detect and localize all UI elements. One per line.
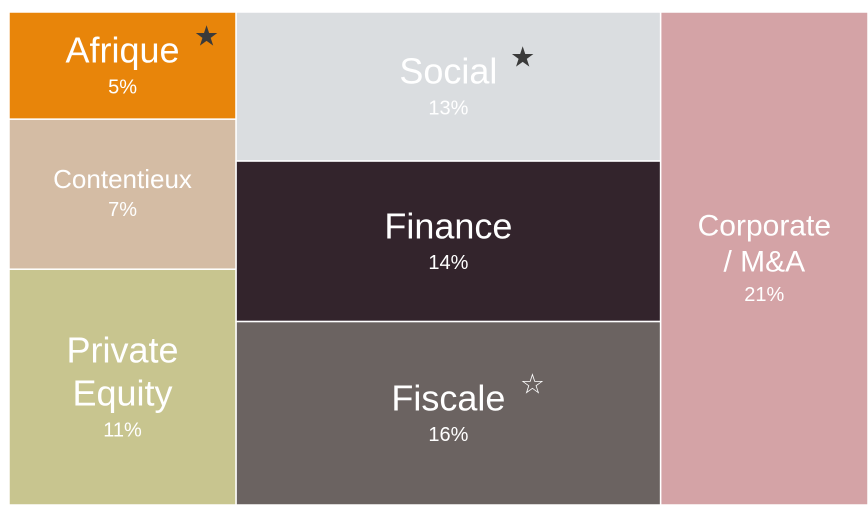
star-icon: ★ bbox=[510, 42, 535, 73]
tile-label-line: Contentieux bbox=[53, 164, 192, 194]
tile bbox=[8, 268, 237, 505]
tile-label: Contentieux bbox=[53, 164, 192, 194]
tile bbox=[8, 11, 237, 120]
tile-label: Social bbox=[399, 50, 497, 91]
tile bbox=[235, 320, 662, 505]
star-icon: ☆ bbox=[520, 368, 545, 399]
tile-label-line: Social bbox=[399, 50, 497, 91]
tile-value: 5% bbox=[108, 76, 137, 98]
tile bbox=[659, 11, 868, 505]
tile-value: 13% bbox=[428, 97, 468, 119]
tile-label: Fiscale bbox=[391, 377, 505, 418]
tile-label-line: Corporate bbox=[698, 209, 831, 242]
tile-value: 16% bbox=[428, 424, 468, 446]
tile-label-line: Fiscale bbox=[391, 377, 505, 418]
tile-label: Afrique bbox=[66, 29, 180, 70]
tile-label-line: / M&A bbox=[723, 245, 805, 278]
star-icon: ★ bbox=[194, 21, 219, 52]
tile-label: Finance bbox=[384, 205, 512, 246]
tile-label-line: Finance bbox=[384, 205, 512, 246]
tile-label-line: Afrique bbox=[66, 29, 180, 70]
tile bbox=[235, 160, 662, 323]
tile-label-line: Equity bbox=[73, 372, 173, 413]
tile-value: 14% bbox=[428, 252, 468, 274]
tile bbox=[235, 11, 662, 162]
tile-label: Private Equity bbox=[67, 329, 179, 413]
tile-label: Corporate / M&A bbox=[698, 209, 831, 278]
tile-value: 7% bbox=[108, 199, 137, 221]
tile-value: 21% bbox=[744, 284, 784, 306]
tile-value: 11% bbox=[103, 420, 142, 442]
tile bbox=[8, 118, 237, 270]
tile-label-line: Private bbox=[67, 329, 179, 370]
